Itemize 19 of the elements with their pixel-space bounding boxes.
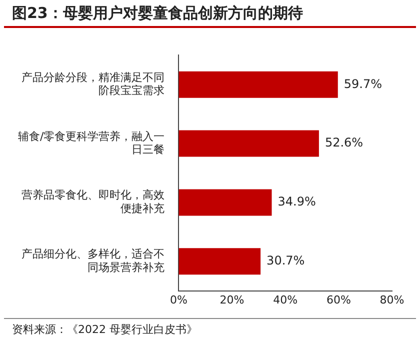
data-label: 59.7% <box>344 76 382 91</box>
text: 资料来源：《2022 母婴行业白皮书》 <box>4 318 416 340</box>
data-label: 34.9% <box>278 194 316 209</box>
bar <box>178 189 272 216</box>
chart-title: 图23：母婴用户对婴童食品创新方向的期待 <box>4 0 416 28</box>
y-tick-label: 产品细分化、多样化，适合不同场景营养补充 <box>22 248 165 274</box>
x-tick-label: 20% <box>220 293 244 306</box>
y-tick-label: 营养品零食化、即时化，高效便捷补充 <box>22 188 165 215</box>
x-tick-label: 60% <box>326 293 351 306</box>
x-tick-label: 80% <box>380 293 404 306</box>
bar <box>178 71 338 98</box>
y-tick-label: 辅食/零食更科学营养，融入一日三餐 <box>18 130 165 156</box>
bar <box>178 248 261 275</box>
bar <box>178 130 319 157</box>
x-tick-label: 40% <box>273 293 298 306</box>
data-label: 52.6% <box>324 136 364 150</box>
x-tick-label: 0% <box>170 293 188 306</box>
data-label: 30.7% <box>266 253 305 268</box>
y-tick-label: 产品分龄分段，精准满足不同阶段宝宝需求 <box>22 70 165 98</box>
